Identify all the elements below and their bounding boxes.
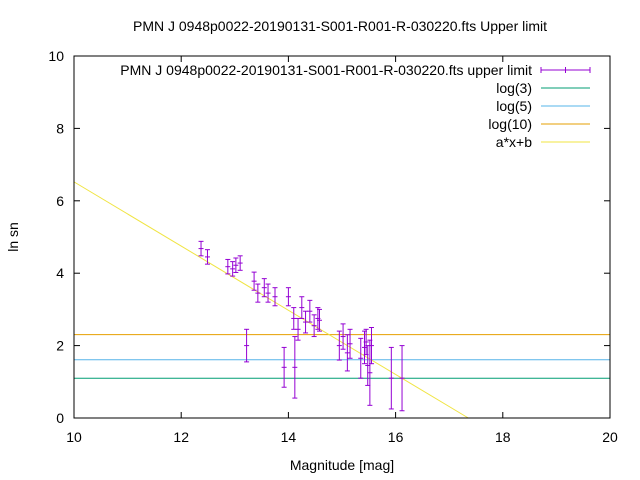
- x-axis-ticks: 10 12 14 16 18 20: [66, 56, 618, 445]
- reference-lines: [74, 334, 610, 379]
- y-axis-label: ln sn: [5, 222, 21, 252]
- data-point: [265, 283, 271, 303]
- y-tick-label: 10: [48, 48, 64, 64]
- legend-label: log(5): [496, 98, 532, 114]
- y-axis-ticks: 0 2 4 6 8 10: [48, 48, 610, 426]
- data-point: [399, 345, 405, 412]
- y-tick-label: 8: [56, 120, 64, 136]
- x-tick-label: 10: [66, 429, 82, 445]
- y-tick-label: 0: [56, 410, 64, 426]
- data-point: [303, 310, 309, 334]
- y-tick-label: 4: [56, 265, 64, 281]
- chart-plot-area: [73, 181, 610, 419]
- chart-legend: PMN J 0948p0022-20190131-S001-R001-R-030…: [120, 62, 591, 150]
- data-point: [204, 249, 210, 265]
- data-point: [347, 328, 353, 359]
- legend-label: PMN J 0948p0022-20190131-S001-R001-R-030…: [120, 62, 532, 78]
- data-point: [255, 283, 261, 303]
- chart-frame: [73, 55, 611, 419]
- data-point: [285, 287, 291, 307]
- x-axis-label: Magnitude [mag]: [290, 457, 394, 473]
- data-point: [281, 346, 287, 388]
- legend-label: log(10): [488, 116, 532, 132]
- legend-item: log(10): [488, 116, 590, 132]
- data-point: [292, 336, 298, 399]
- x-tick-label: 18: [495, 429, 511, 445]
- chart-title: PMN J 0948p0022-20190131-S001-R001-R-030…: [133, 18, 547, 34]
- data-point: [230, 261, 236, 277]
- data-point: [340, 323, 346, 350]
- x-tick-label: 20: [602, 429, 618, 445]
- data-points: [198, 240, 405, 412]
- data-point: [272, 287, 278, 307]
- chart-axes: 10 12 14 16 18 20 0 2 4 6 8 10: [48, 48, 618, 445]
- data-point: [311, 314, 317, 338]
- legend-label: a*x+b: [496, 134, 532, 150]
- data-point: [291, 307, 297, 330]
- data-point: [358, 337, 364, 379]
- data-point: [316, 308, 322, 332]
- data-point: [198, 240, 204, 257]
- data-point: [237, 255, 243, 271]
- legend-item: log(5): [496, 98, 590, 114]
- y-tick-label: 6: [56, 193, 64, 209]
- data-point: [261, 278, 267, 298]
- x-tick-label: 12: [173, 429, 189, 445]
- data-point: [299, 296, 305, 319]
- legend-item: PMN J 0948p0022-20190131-S001-R001-R-030…: [120, 62, 591, 78]
- data-point: [368, 327, 374, 365]
- data-point: [233, 257, 239, 273]
- legend-label: log(3): [496, 80, 532, 96]
- data-point: [388, 346, 394, 410]
- data-point: [344, 334, 350, 372]
- data-point: [307, 299, 313, 323]
- legend-item: a*x+b: [496, 134, 590, 150]
- y-tick-label: 2: [56, 338, 64, 354]
- x-tick-label: 16: [388, 429, 404, 445]
- x-tick-label: 14: [281, 429, 297, 445]
- data-point: [251, 271, 257, 291]
- data-point: [244, 328, 250, 363]
- data-point: [225, 258, 231, 275]
- legend-item: log(3): [496, 80, 590, 96]
- data-point: [336, 330, 342, 361]
